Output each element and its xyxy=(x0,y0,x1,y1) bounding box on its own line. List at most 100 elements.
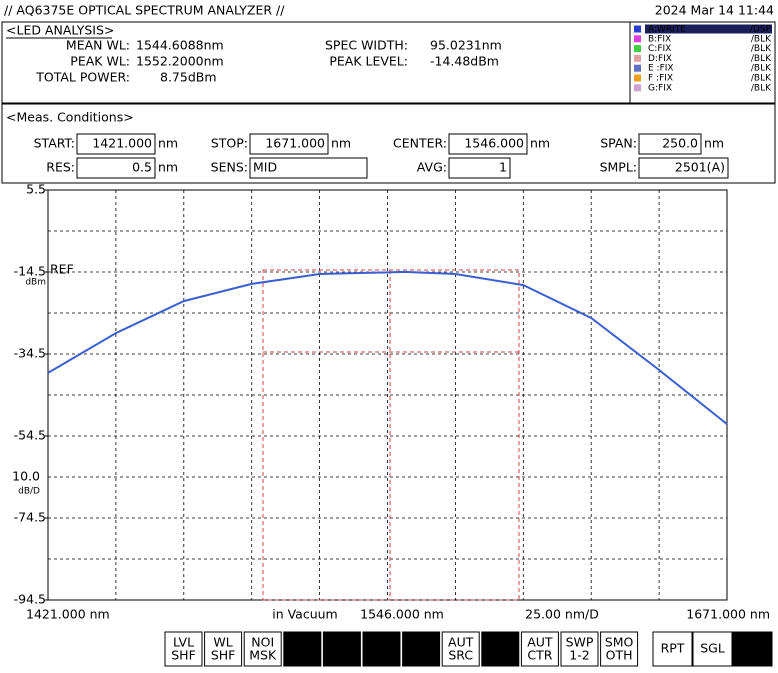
y-tick-label: -34.5 xyxy=(14,346,46,361)
sweep-key[interactable] xyxy=(692,631,733,667)
input-box[interactable] xyxy=(76,133,156,155)
softkey-label: AUT xyxy=(448,635,474,650)
softkey-label: REF xyxy=(488,648,512,663)
softkey-label: SMO xyxy=(605,635,634,650)
value: 8.75dBm xyxy=(160,70,217,85)
trace-color[interactable] xyxy=(634,74,641,82)
trace-mode: /DSP xyxy=(750,25,772,35)
softkey[interactable] xyxy=(283,631,322,667)
input-box[interactable] xyxy=(448,157,511,179)
trace-color[interactable] xyxy=(634,35,641,43)
input-box[interactable] xyxy=(638,133,702,155)
trace-mode: /BLK xyxy=(751,54,772,64)
sweep-key[interactable] xyxy=(652,631,693,667)
trace-name: B:FIX xyxy=(648,34,671,44)
softkey[interactable] xyxy=(441,631,480,667)
trace-mode: /BLK xyxy=(751,34,772,44)
trace-mode: /BLK xyxy=(751,64,772,74)
title: // AQ6375E OPTICAL SPECTRUM ANALYZER // xyxy=(4,3,285,18)
ref-label: REF xyxy=(50,262,74,277)
conditions-title: <Meas. Conditions> xyxy=(6,110,134,125)
label: MEAN WL: xyxy=(66,38,130,53)
value: -14.48dBm xyxy=(430,54,499,69)
value: 95.0231nm xyxy=(430,38,502,53)
field-label: START: xyxy=(34,136,75,151)
softkey[interactable] xyxy=(362,631,401,667)
softkey-label: WL xyxy=(213,635,232,650)
trace-color[interactable] xyxy=(634,84,641,92)
trace-color[interactable] xyxy=(634,54,641,62)
analysis-marker xyxy=(262,269,520,601)
trace-name: D:FIX xyxy=(648,54,672,64)
field-value: 1 xyxy=(499,160,507,175)
field-label: CENTER: xyxy=(393,136,447,151)
softkey-label: ZOM xyxy=(288,648,317,663)
softkey[interactable] xyxy=(243,631,282,667)
softkey[interactable] xyxy=(481,631,520,667)
trace-mode: /BLK xyxy=(751,83,772,93)
sweep-label: RPT xyxy=(661,641,685,656)
softkey[interactable] xyxy=(520,631,559,667)
field-label: RES: xyxy=(46,160,75,175)
input-box[interactable] xyxy=(638,157,729,179)
softkey-label: OTH xyxy=(606,648,633,663)
trace-name: C:FIX xyxy=(648,44,671,54)
y-tick-label: 5.5 xyxy=(26,182,46,197)
field-value: 1421.000 xyxy=(92,136,152,151)
value: 1544.6088nm xyxy=(136,38,224,53)
softkey-label: SHF xyxy=(211,648,236,663)
label: PEAK WL: xyxy=(70,54,130,69)
input-box[interactable] xyxy=(448,133,528,155)
softkey-label: SRC xyxy=(290,635,315,650)
softkey-label: SRC xyxy=(448,648,473,663)
field-unit: nm xyxy=(530,136,550,151)
conditions-box xyxy=(1,103,776,184)
scale-unit: dB/D xyxy=(18,487,40,497)
softkey-label: OFS xyxy=(369,648,394,663)
softkey[interactable] xyxy=(322,631,361,667)
label: PEAK LEVEL: xyxy=(329,54,408,69)
softkey-label: AUT xyxy=(408,635,434,650)
softkey[interactable] xyxy=(560,631,599,667)
trace-name: G:FIX xyxy=(648,83,672,93)
trace-color[interactable] xyxy=(634,64,641,72)
softkey[interactable] xyxy=(204,631,243,667)
softkey-label: AUT xyxy=(369,635,395,650)
softkey-label: LVL xyxy=(173,635,194,650)
y-tick-label: -74.5 xyxy=(14,510,46,525)
x-label: 1546.000 nm xyxy=(360,607,444,622)
softkey-label: ANA xyxy=(408,648,435,663)
sweep-key[interactable] xyxy=(732,631,773,667)
input-box[interactable] xyxy=(76,157,156,179)
sweep-label: SGL xyxy=(700,641,725,656)
trace-color[interactable] xyxy=(634,25,641,33)
field-value: MID xyxy=(253,160,277,175)
trace-color[interactable] xyxy=(634,45,641,53)
field-value: 2501(A) xyxy=(675,160,725,175)
softkey-label: SWP xyxy=(566,635,594,650)
x-label: 1421.000 nm xyxy=(26,607,110,622)
field-value: 250.0 xyxy=(662,136,698,151)
softkey-label: SHF xyxy=(171,648,196,663)
field-unit: nm xyxy=(704,136,724,151)
ref-unit: dBm xyxy=(25,278,46,288)
softkey[interactable] xyxy=(402,631,441,667)
softkey[interactable] xyxy=(600,631,639,667)
value: 1552.2000nm xyxy=(136,54,224,69)
input-box[interactable] xyxy=(249,133,329,155)
field-value: 1671.000 xyxy=(265,136,325,151)
field-unit: nm xyxy=(158,160,178,175)
x-label: in Vacuum xyxy=(272,607,338,622)
field-label: SENS: xyxy=(211,160,248,175)
field-unit: nm xyxy=(331,136,351,151)
x-label: 25.00 nm/D xyxy=(525,607,599,622)
softkey[interactable] xyxy=(164,631,203,667)
trace-mode: /BLK xyxy=(751,74,772,84)
field-label: STOP: xyxy=(211,136,248,151)
input-box[interactable] xyxy=(249,157,368,179)
x-label: 1671.000 nm xyxy=(686,607,770,622)
field-value: 1546.000 xyxy=(464,136,524,151)
softkey-label: 1-2 xyxy=(569,648,589,663)
field-label: SMPL: xyxy=(600,160,637,175)
